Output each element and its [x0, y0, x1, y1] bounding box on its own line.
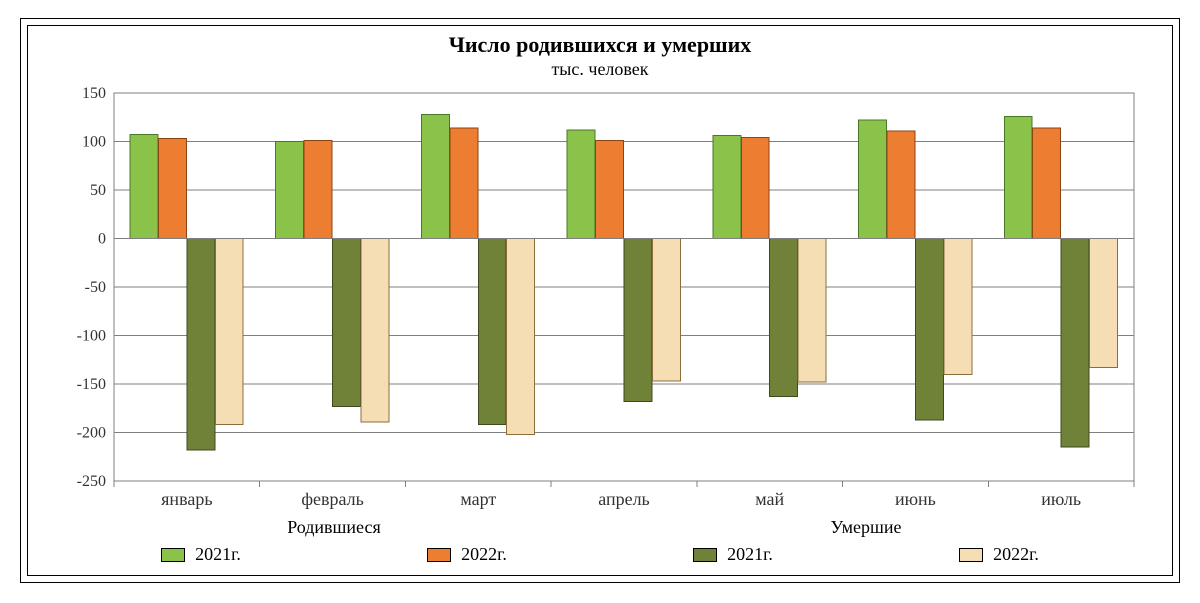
legend-item-born_2021: 2021г.: [68, 544, 334, 565]
bar-born_2021: [567, 130, 595, 239]
bar-died_2021: [1061, 238, 1089, 447]
x-category-label: май: [755, 489, 784, 509]
bar-died_2021: [915, 238, 943, 419]
bar-died_2021: [333, 238, 361, 406]
bar-died_2022: [798, 238, 826, 382]
y-tick-label: 50: [90, 182, 106, 199]
bar-born_2022: [304, 140, 332, 238]
inner-frame: Число родившихся и умерших тыс. человек …: [27, 25, 1173, 576]
page-container: Число родившихся и умерших тыс. человек …: [0, 0, 1200, 603]
legend-swatch-born_2022: [427, 548, 451, 562]
y-tick-label: 100: [82, 133, 106, 150]
plot-area: -250 -200 -150 -100 -50 0 50 100 150 январь феврал…: [56, 87, 1144, 511]
x-category-label: январь: [161, 489, 212, 509]
bar-died_2021: [624, 238, 652, 401]
legend-item-died_2022: 2022г.: [866, 544, 1132, 565]
bar-died_2022: [215, 238, 243, 424]
chart-subtitle: тыс. человек: [28, 59, 1172, 81]
legend-swatch-born_2021: [161, 548, 185, 562]
bar-born_2022: [158, 138, 186, 238]
bar-born_2022: [887, 131, 915, 239]
legend-swatch-died_2022: [959, 548, 983, 562]
bar-born_2021: [859, 120, 887, 238]
bar-born_2021: [713, 136, 741, 239]
x-category-label: июль: [1041, 489, 1081, 509]
bar-died_2022: [361, 238, 389, 421]
bar-born_2022: [1033, 128, 1061, 239]
bar-died_2021: [770, 238, 798, 396]
legend-items-row: 2021г. 2022г. 2021г. 2022г.: [68, 544, 1132, 565]
y-tick-label: -100: [77, 327, 106, 344]
y-tick-label: -150: [77, 376, 106, 393]
y-tick-label: -50: [85, 279, 106, 296]
bar-died_2022: [944, 238, 972, 374]
legend-label-born_2021: 2021г.: [195, 544, 241, 565]
y-tick-label: -200: [77, 424, 106, 441]
bar-born_2021: [421, 114, 449, 238]
x-category-label: апрель: [598, 489, 650, 509]
bar-died_2022: [652, 238, 680, 381]
bar-died_2021: [478, 238, 506, 424]
y-tick-label: -250: [77, 473, 106, 490]
legend-label-died_2021: 2021г.: [727, 544, 773, 565]
bar-died_2021: [187, 238, 215, 449]
legend-group-born: Родившиеся: [68, 517, 600, 538]
legend-group-died: Умершие: [600, 517, 1132, 538]
y-tick-label: 150: [82, 87, 106, 102]
bar-died_2022: [1090, 238, 1118, 367]
legend: Родившиеся Умершие 2021г.2022г.2021г.202…: [28, 511, 1172, 575]
legend-groups-row: Родившиеся Умершие: [68, 517, 1132, 538]
bar-born_2021: [130, 135, 158, 239]
bar-born_2022: [596, 140, 624, 238]
x-category-label: февраль: [301, 489, 364, 509]
bar-born_2022: [741, 138, 769, 239]
y-tick-label: 0: [98, 230, 106, 247]
chart-title: Число родившихся и умерших: [28, 32, 1172, 57]
legend-label-born_2022: 2022г.: [461, 544, 507, 565]
x-category-label: март: [460, 489, 496, 509]
outer-frame: Число родившихся и умерших тыс. человек …: [20, 18, 1180, 583]
bar-born_2021: [276, 141, 304, 238]
bar-born_2021: [1004, 116, 1032, 238]
chart-title-block: Число родившихся и умерших тыс. человек: [28, 26, 1172, 81]
x-category-label: июнь: [895, 489, 936, 509]
bar-died_2022: [507, 238, 535, 434]
legend-swatch-died_2021: [693, 548, 717, 562]
bar-born_2022: [450, 128, 478, 239]
legend-item-born_2022: 2022г.: [334, 544, 600, 565]
legend-item-died_2021: 2021г.: [600, 544, 866, 565]
chart-svg: -250 -200 -150 -100 -50 0 50 100 150 январь феврал…: [56, 87, 1144, 511]
legend-label-died_2022: 2022г.: [993, 544, 1039, 565]
